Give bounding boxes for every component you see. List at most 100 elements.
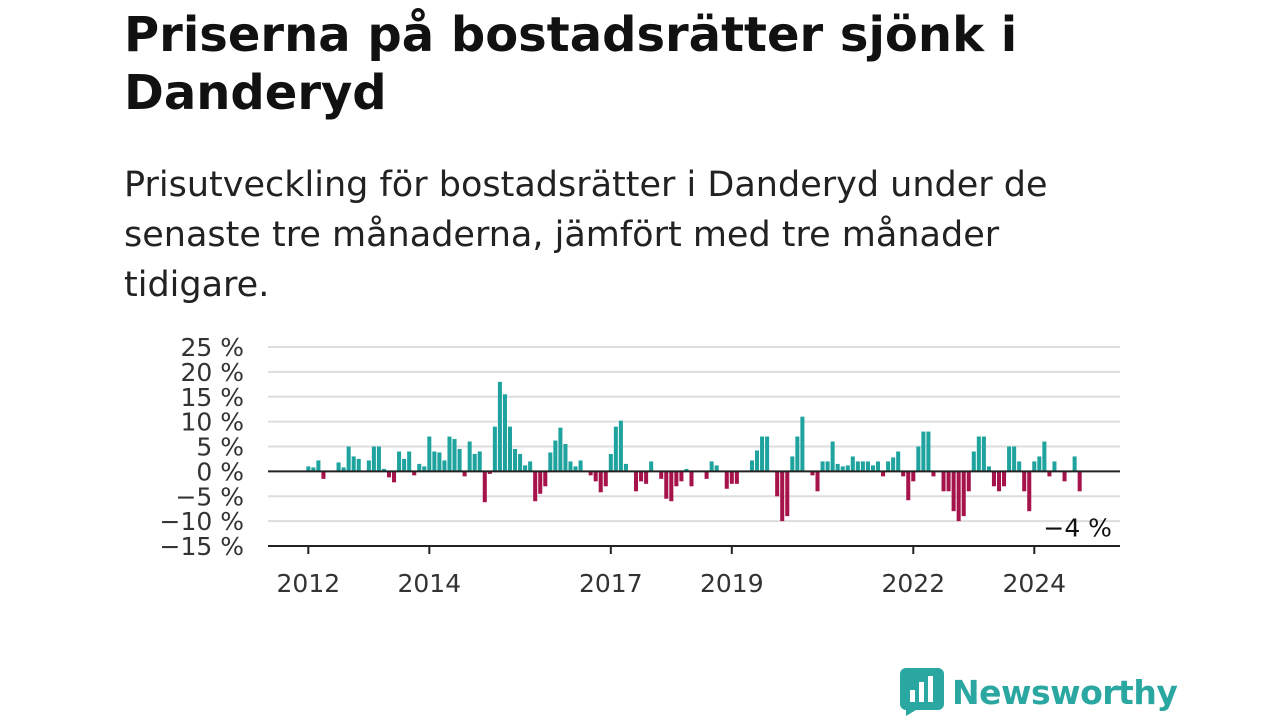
bar [452, 439, 457, 472]
bar [472, 453, 477, 472]
annotation-layer: −4 % [1043, 513, 1112, 542]
bar [457, 448, 462, 472]
bar [397, 451, 402, 472]
bar [689, 471, 694, 487]
newsworthy-logo: Newsworthy [900, 668, 1178, 716]
grid-lines [268, 346, 1120, 523]
bar [1037, 456, 1042, 472]
x-tick-label: 2017 [579, 569, 643, 598]
bar [623, 463, 628, 472]
x-tick-label: 2019 [700, 569, 764, 598]
bar [810, 471, 815, 476]
newsworthy-chart-bubble-icon [900, 668, 944, 716]
bar [346, 446, 351, 472]
bar [1047, 471, 1052, 477]
bar [573, 466, 578, 472]
bar [392, 471, 397, 483]
bar [684, 468, 689, 472]
bar [447, 436, 452, 472]
bar [704, 471, 709, 479]
bar [815, 471, 820, 492]
bar [366, 460, 371, 472]
bar [860, 461, 865, 472]
bar [1007, 446, 1012, 472]
bar [548, 452, 553, 472]
bar [820, 461, 825, 472]
bar [1077, 471, 1082, 492]
y-axis-labels: 25 %20 %15 %10 %5 %0 %−5 %−10 %−15 % [160, 333, 244, 561]
bar [1072, 456, 1077, 472]
bar [462, 471, 467, 477]
bar [850, 456, 855, 472]
bar [891, 457, 896, 472]
bar [467, 441, 472, 472]
bar [911, 471, 916, 482]
bar [1017, 461, 1022, 472]
bar [986, 466, 991, 472]
bar [659, 471, 664, 479]
bar [497, 381, 502, 472]
bar [538, 471, 543, 494]
bar [588, 471, 593, 476]
bar [543, 471, 548, 487]
bar [916, 446, 921, 472]
bar [558, 427, 563, 472]
bar [386, 471, 392, 478]
bar [311, 467, 316, 472]
bar [896, 451, 901, 472]
bar [1022, 471, 1027, 492]
bar [921, 431, 926, 472]
bar [1032, 461, 1037, 472]
bar [634, 471, 639, 492]
y-tick-label: 5 % [196, 433, 244, 462]
y-tick-label: 25 % [180, 333, 244, 362]
bar [1002, 471, 1007, 487]
bar [639, 471, 644, 482]
bar [875, 461, 881, 472]
bar [901, 471, 906, 477]
bar [1012, 446, 1017, 472]
bar [749, 460, 754, 472]
bar [729, 471, 734, 484]
bar [618, 420, 623, 472]
bar [578, 460, 583, 472]
bar [981, 436, 986, 472]
bar [649, 461, 654, 472]
axes [268, 470, 1120, 547]
bars [306, 381, 1082, 522]
bar [507, 426, 513, 472]
chart-subtitle: Prisutveckling för bostadsrätter i Dande… [124, 165, 1048, 305]
bar [664, 471, 669, 499]
bar [492, 426, 497, 472]
bar [966, 471, 971, 492]
bar [437, 452, 442, 472]
bar [402, 458, 407, 472]
bar [926, 431, 931, 472]
bar [765, 436, 770, 472]
bar [598, 471, 603, 493]
bar [800, 416, 805, 472]
bar [956, 471, 961, 522]
bar [886, 461, 891, 472]
bar [674, 471, 679, 487]
bar [1042, 441, 1047, 472]
bar [371, 446, 376, 472]
bar [407, 451, 412, 472]
bar [442, 460, 447, 472]
x-tick-label: 2012 [277, 569, 341, 598]
bar [1027, 471, 1032, 512]
bar [341, 467, 346, 472]
bar [321, 471, 326, 479]
bar [427, 436, 432, 472]
x-tick-label: 2024 [1002, 569, 1066, 598]
bar [845, 465, 850, 472]
y-tick-label: −10 % [160, 507, 244, 536]
y-tick-label: −5 % [175, 482, 244, 511]
bar [528, 461, 533, 472]
bar [518, 453, 523, 472]
bar [563, 444, 568, 472]
bar [613, 426, 618, 472]
bar [931, 471, 936, 477]
bar [306, 466, 311, 472]
